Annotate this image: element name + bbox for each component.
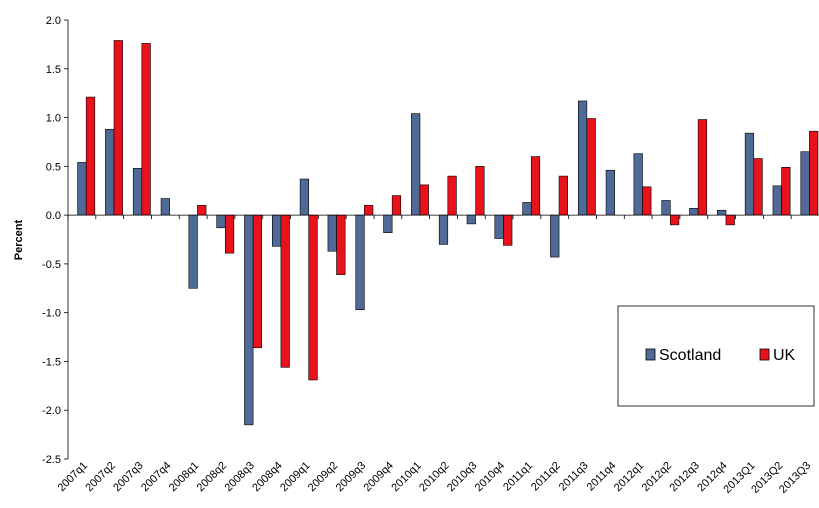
bar-scotland-2008q3 (244, 214, 254, 426)
bar-uk-2013q1 (753, 158, 763, 216)
bar-scotland-2008q4 (272, 214, 282, 247)
bar-scotland-2009q2 (327, 214, 337, 252)
x-tick-label: 2011q1 (501, 460, 535, 494)
bar-uk-2012q2 (670, 214, 680, 226)
bar-scotland-2013q2 (772, 185, 782, 216)
bar-scotland-2010q3 (466, 214, 476, 225)
bar-uk-2008q1 (197, 205, 207, 216)
y-tick-label: 1.5 (46, 64, 61, 76)
bar-uk-2012q1 (642, 186, 652, 216)
bar-scotland-2012q1 (633, 153, 643, 216)
bar-scotland-2008q2 (216, 214, 226, 229)
bar-uk-2007q2 (113, 40, 123, 216)
y-tick-label: 0.0 (46, 210, 61, 222)
x-tick-label: 2012q2 (640, 460, 674, 494)
bar-uk-2007q1 (85, 96, 96, 216)
bar-uk-2011q2 (558, 175, 568, 216)
y-tick-label: -2.5 (42, 454, 61, 466)
bar-uk-2008q2 (224, 214, 235, 254)
y-axis-title: Percent (13, 219, 25, 260)
bar-uk-2011q1 (530, 156, 541, 216)
x-tick-label: 2009q1 (278, 460, 312, 494)
bar-scotland-2010q1 (411, 113, 421, 216)
bar-uk-2012q3 (697, 119, 708, 216)
x-tick-label: 2007q2 (83, 460, 117, 494)
y-tick-label: 0.5 (46, 161, 61, 173)
bar-scotland-2010q2 (438, 214, 449, 245)
x-tick-label: 2010q3 (445, 460, 479, 494)
bar-scotland-2012q3 (689, 207, 699, 216)
x-tick-label: 2008q2 (195, 460, 229, 494)
y-tick-label: -0.5 (42, 259, 61, 271)
legend-swatch-uk (759, 348, 770, 361)
bar-uk-2013q2 (781, 167, 791, 216)
x-tick-label: 2011q2 (529, 460, 563, 494)
x-tick-label: 2007q3 (111, 460, 145, 494)
y-tick-label: -2.0 (42, 405, 61, 417)
bar-scotland-2009q4 (383, 214, 393, 233)
legend-label-scotland: Scotland (659, 347, 721, 364)
x-tick-label: 2010q1 (389, 460, 423, 494)
bar-scotland-2007q1 (77, 162, 87, 216)
bar-scotland-2007q2 (105, 128, 115, 216)
bar-scotland-2013q1 (744, 132, 755, 216)
bar-uk-2009q1 (308, 214, 318, 381)
x-tick-label: 2011q3 (557, 460, 591, 494)
y-axis: 2.0 1.5 1.0 0.5 0.0 -0.5 -1.0 -1.5 -2.0 -2.5 (42, 15, 69, 466)
legend-label-uk: UK (773, 347, 796, 364)
bar-uk-2010q2 (447, 175, 457, 216)
x-tick-label: 2008q4 (250, 460, 284, 494)
bar-scotland-2011q1 (522, 202, 532, 216)
bar-scotland-2008q1 (188, 214, 198, 289)
bar-scotland-2013q3 (800, 151, 810, 216)
bar-uk-2010q1 (419, 184, 429, 216)
bar-uk-2010q4 (503, 214, 513, 246)
x-tick-label: 2007q4 (139, 460, 173, 494)
x-tick-label: 2012q3 (668, 460, 702, 494)
x-tick-label: 2009q3 (334, 460, 368, 494)
chart-bars (77, 40, 819, 426)
bar-uk-2009q4 (391, 195, 402, 216)
y-tick-label: 1.0 (46, 113, 61, 125)
bar-uk-2007q3 (141, 43, 151, 216)
legend-swatch-scotland (645, 348, 656, 361)
bar-scotland-2009q1 (299, 178, 310, 216)
y-tick-label: -1.0 (42, 308, 61, 320)
x-tick-label: 2013Q3 (777, 460, 813, 496)
bar-scotland-2009q3 (355, 214, 365, 311)
bar-uk-2008q3 (252, 214, 262, 349)
bar-uk-2010q3 (475, 166, 485, 216)
x-tick-label: 2008q1 (167, 460, 201, 494)
legend: Scotland UK (617, 305, 815, 407)
bar-uk-2011q3 (586, 118, 596, 216)
y-tick-label: -1.5 (42, 356, 61, 368)
y-tick-label: 2.0 (46, 15, 61, 27)
bar-uk-2013q3 (809, 130, 819, 216)
bar-scotland-2012q4 (717, 209, 727, 216)
bar-uk-2008q4 (280, 214, 290, 368)
bar-scotland-2007q3 (132, 167, 143, 216)
bar-uk-2009q3 (364, 205, 374, 216)
x-tick-label: 2008q3 (222, 460, 256, 494)
bar-scotland-2011q3 (577, 100, 588, 216)
x-tick-label: 2010q4 (473, 460, 507, 494)
x-tick-label: 2009q4 (362, 460, 396, 494)
bar-scotland-2007q4 (160, 198, 170, 216)
bar-uk-2009q2 (336, 214, 346, 275)
bar-scotland-2010q4 (494, 214, 504, 239)
x-tick-label: 2010q2 (417, 460, 451, 494)
bar-scotland-2011q2 (550, 214, 560, 258)
x-tick-label: 2012q1 (612, 460, 646, 494)
bar-scotland-2012q2 (661, 200, 671, 216)
x-tick-label: 2009q2 (306, 460, 340, 494)
bar-scotland-2011q4 (605, 169, 615, 216)
bar-uk-2012q4 (725, 214, 735, 226)
